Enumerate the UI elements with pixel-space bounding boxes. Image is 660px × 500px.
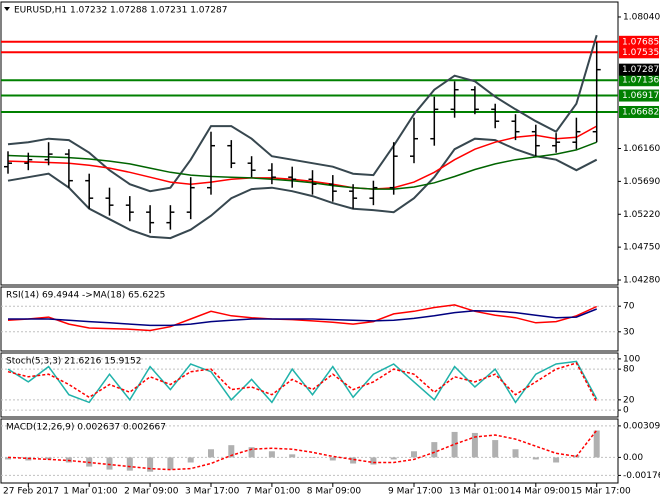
y-tick-label: 1.06160 [623, 144, 660, 154]
histogram-bar [431, 442, 438, 458]
level-label: 1.06917 [622, 91, 659, 101]
y-tick-label: 1.05690 [623, 177, 660, 187]
histogram-bar [350, 457, 357, 464]
panel-frame [0, 1, 619, 286]
y-tick-label: 70 [623, 302, 635, 312]
histogram-bar [451, 431, 458, 458]
x-tick-label: 13 Mar 01:00 [449, 487, 509, 497]
histogram-bar [208, 449, 214, 458]
panel-frame [0, 286, 619, 352]
y-tick-label: 1.08040 [623, 12, 660, 22]
x-tick-label: 27 Feb 2017 [3, 487, 59, 497]
level-tag [619, 35, 659, 48]
histogram-bar [512, 449, 519, 458]
level-label: 1.06682 [622, 107, 659, 117]
x-tick-label: 15 Mar 17:00 [571, 487, 631, 497]
y-tick-label: 20 [623, 395, 635, 405]
y-tick-label: 1.04280 [623, 276, 660, 286]
level-label: 1.07136 [622, 76, 659, 86]
histogram-bar [309, 457, 316, 458]
indicator-line [7, 362, 598, 403]
histogram-bar [248, 447, 255, 458]
indicator-line [7, 360, 598, 404]
histogram-bar [411, 451, 417, 458]
last-price-tag [619, 63, 659, 76]
x-tick-label: 3 Mar 17:00 [185, 487, 240, 497]
histogram-bar [228, 445, 235, 458]
y-tick-label: 0.003092 [623, 421, 660, 431]
panel-title: Stoch(5,3,3) 21.6216 15.9152 [6, 357, 141, 367]
histogram-bar [167, 457, 174, 470]
x-tick-label: 1 Mar 01:00 [63, 487, 118, 497]
y-tick-label: 0 [623, 406, 629, 416]
histogram-bar [126, 457, 133, 471]
histogram-bar [329, 457, 336, 461]
x-tick-label: 8 Mar 09:00 [307, 487, 362, 497]
y-tick-label: -0.001767 [623, 471, 660, 481]
y-tick-label: 1.04750 [623, 243, 660, 253]
x-tick-label: 9 Mar 17:00 [388, 487, 443, 497]
last-price-label: 1.07287 [622, 65, 659, 75]
histogram-bar [553, 457, 560, 463]
y-tick-label: 30 [623, 327, 635, 337]
panel-frame [0, 418, 619, 484]
indicator-line [7, 304, 598, 332]
histogram-bar [593, 430, 600, 458]
indicator-line [7, 141, 597, 190]
histogram-bar [289, 454, 296, 458]
panel-title: RSI(14) 69.4944 ->MA(18) 65.6225 [6, 291, 165, 301]
indicator-line [7, 125, 598, 190]
level-tag [619, 105, 659, 118]
y-tick-label: 0.00 [623, 453, 643, 463]
histogram-bar [45, 457, 52, 460]
histogram-bar [268, 451, 275, 458]
level-tag [619, 74, 659, 87]
histogram-bar [187, 457, 194, 463]
histogram-bar [492, 440, 499, 458]
histogram-bar [106, 457, 113, 470]
histogram-bar [471, 432, 478, 458]
chart-title: EURUSD,H1 1.07232 1.07288 1.07231 1.0728… [14, 6, 227, 16]
level-label: 1.07535 [622, 48, 659, 58]
x-tick-label: 14 Mar 09:00 [510, 487, 570, 497]
level-tag [619, 89, 659, 102]
histogram-bar [370, 457, 377, 465]
level-label: 1.07685 [622, 37, 659, 47]
panel-title: MACD(12,26,9) 0.002637 0.002667 [6, 423, 166, 433]
menu-icon [4, 7, 10, 11]
level-tag [619, 46, 659, 59]
histogram-bar [147, 457, 154, 472]
y-tick-label: 80 [623, 365, 635, 375]
y-tick-label: 100 [623, 354, 640, 364]
panel-frame [0, 352, 619, 418]
histogram-bar [5, 457, 11, 460]
histogram-bar [390, 457, 397, 460]
x-tick-label: 7 Mar 01:00 [246, 487, 301, 497]
histogram-bar [532, 457, 539, 460]
y-tick-label: 1.05220 [623, 210, 660, 220]
indicator-line [8, 308, 597, 327]
x-tick-label: 2 Mar 09:00 [124, 487, 179, 497]
